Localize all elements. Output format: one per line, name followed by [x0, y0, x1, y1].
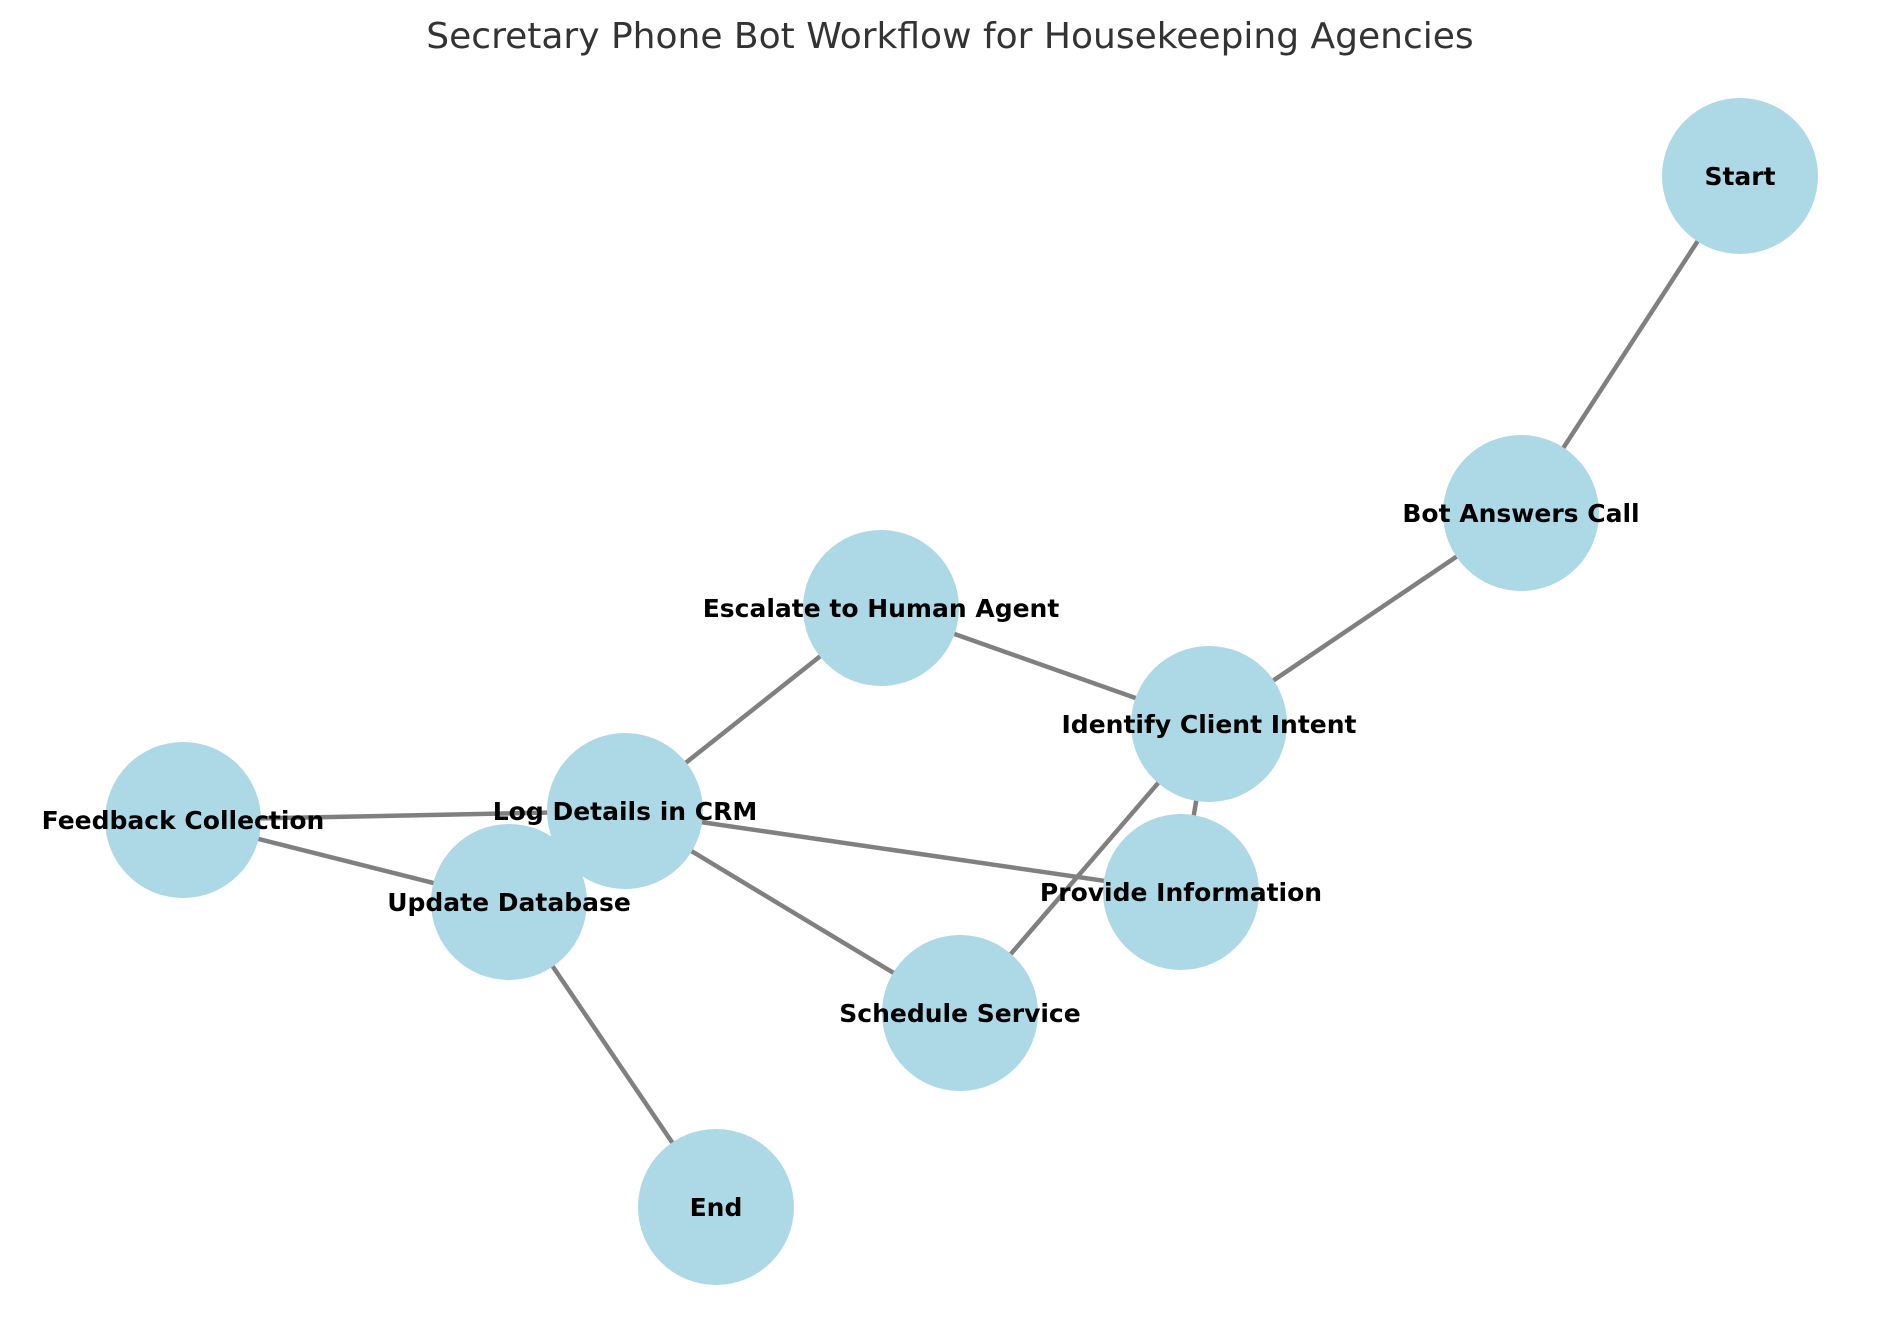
- node-feedback: [105, 742, 261, 898]
- node-label-end: End: [690, 1193, 743, 1222]
- node-label-schedule: Schedule Service: [839, 999, 1080, 1028]
- node-label-escalate: Escalate to Human Agent: [703, 594, 1060, 623]
- node-start: [1662, 98, 1818, 254]
- node-label-intent: Identify Client Intent: [1062, 710, 1357, 739]
- node-label-feedback: Feedback Collection: [42, 806, 325, 835]
- node-label-start: Start: [1704, 162, 1775, 191]
- node-log: [547, 733, 703, 889]
- node-end: [638, 1129, 794, 1285]
- node-bot: [1443, 435, 1599, 591]
- edge-provide-log: [624, 808, 1182, 895]
- node-schedule: [882, 935, 1038, 1091]
- node-label-provide: Provide Information: [1040, 878, 1322, 907]
- node-escalate: [803, 530, 959, 686]
- diagram-title: Secretary Phone Bot Workflow for Houseke…: [426, 16, 1474, 57]
- node-label-log: Log Details in CRM: [493, 797, 758, 826]
- node-intent: [1131, 646, 1287, 802]
- node-label-update: Update Database: [387, 888, 631, 917]
- node-update: [431, 824, 587, 980]
- node-label-bot: Bot Answers Call: [1402, 499, 1639, 528]
- node-provide: [1103, 814, 1259, 970]
